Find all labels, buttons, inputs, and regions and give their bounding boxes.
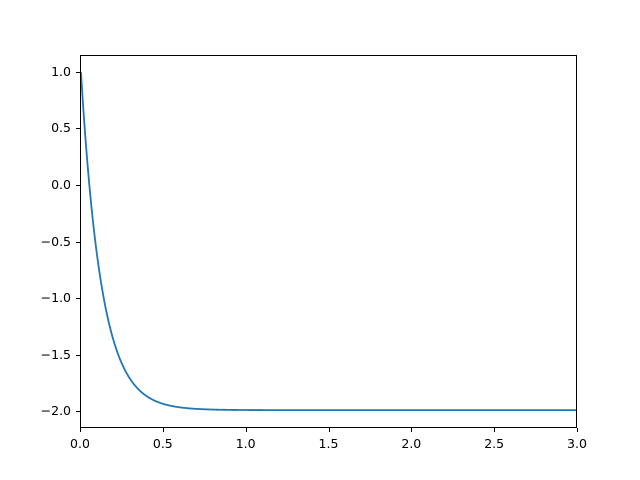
y-tick-label: −0.5 xyxy=(40,233,71,249)
x-tick-label: 1.0 xyxy=(235,436,256,451)
x-tick-label: 3.0 xyxy=(567,436,587,451)
x-tick-mark xyxy=(162,428,164,432)
y-tick-label: 0.0 xyxy=(51,176,71,192)
plot-area xyxy=(80,55,577,428)
x-tick-mark xyxy=(80,428,81,432)
y-tick-label: −1.5 xyxy=(40,346,71,362)
y-tick-label: −1.0 xyxy=(40,289,71,305)
x-tick-mark xyxy=(411,428,413,432)
x-tick-mark xyxy=(245,428,247,432)
y-tick-mark xyxy=(76,71,80,73)
x-tick-mark xyxy=(328,428,330,432)
y-tick-mark xyxy=(76,241,80,243)
y-tick-mark xyxy=(76,184,80,186)
line-chart-svg xyxy=(81,56,576,427)
x-tick-label: 1.5 xyxy=(318,436,339,451)
y-tick-label: −2.0 xyxy=(40,402,71,418)
x-tick-label: 0.0 xyxy=(70,436,90,451)
y-tick-label: 0.5 xyxy=(51,120,71,136)
y-tick-label: 1.0 xyxy=(51,63,71,79)
x-tick-label: 0.5 xyxy=(152,436,173,451)
x-tick-mark xyxy=(577,428,578,432)
y-tick-mark xyxy=(76,411,80,413)
series-line-exponential-decay xyxy=(81,73,576,410)
y-tick-mark xyxy=(76,128,80,130)
x-tick-mark xyxy=(494,428,496,432)
y-tick-mark xyxy=(76,298,80,299)
x-tick-label: 2.0 xyxy=(401,436,422,451)
y-tick-mark xyxy=(76,354,80,356)
x-tick-label: 2.5 xyxy=(484,436,505,451)
